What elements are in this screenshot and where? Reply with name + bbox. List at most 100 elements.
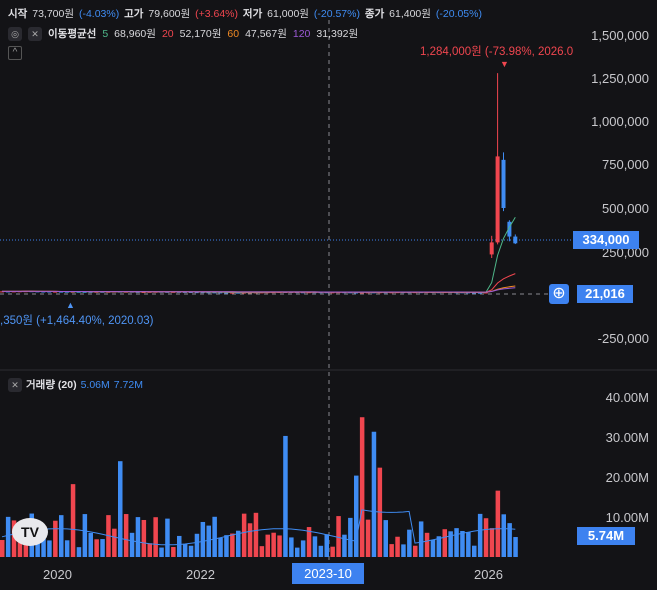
close-icon[interactable]: ✕ [8,377,22,392]
volume-bar [389,544,394,557]
volume-bar [306,527,312,557]
visibility-icon[interactable]: ◎ [8,26,22,41]
volume-bar [64,540,70,557]
svg-text:▲: ▲ [66,300,75,310]
volume-bar [171,547,176,557]
candle [236,292,240,294]
volume-bar [413,545,418,557]
volume-bar [265,534,270,557]
volume-bar [241,513,247,557]
volume-bar [395,536,400,557]
candle [495,156,500,243]
candle [477,292,482,294]
candle [82,291,87,293]
volume-bar [501,514,506,557]
candle [212,292,217,294]
volume-bar [318,545,324,557]
moving-average-lines [2,217,516,294]
volume-bar [489,528,495,557]
candle [182,291,187,293]
candle [489,242,494,255]
ma-line [2,287,516,293]
close-icon[interactable]: ✕ [28,26,42,41]
volume-bar [371,431,377,557]
volume-bar [424,532,430,557]
open-value: 73,700원 [32,8,75,20]
candle [354,292,358,294]
low-annotation: ,350원 (+1,464.40%, 2020.03) [0,315,154,327]
volume-bar [177,535,182,557]
volume-bar [129,532,135,557]
volume-bar [271,532,276,557]
low-label: 저가 [242,8,263,20]
candle [466,292,471,294]
ma120-period: 120 [292,27,311,40]
volume-bar [336,516,341,557]
candle [359,292,364,294]
open-pct: (-4.03%) [78,8,120,20]
candle [200,292,205,294]
candle [47,291,52,293]
volume-bar [153,517,158,557]
candle [501,159,506,208]
volume-title: 거래량 (20) [26,379,77,391]
volume-bar [17,540,23,557]
volume-bar [94,539,99,557]
low-value: 61,000원 [267,8,309,20]
candle [141,291,146,293]
volume-bar [41,538,46,557]
ma60-period: 60 [227,27,240,40]
candle [135,291,140,293]
volume-value-2: 7.72M [113,378,143,391]
volume-axis-label: 10.00M [605,510,649,525]
candle [88,291,93,293]
volume-bar [401,544,406,557]
volume-bar [324,534,329,557]
volume-bar [483,518,489,557]
candle [59,291,63,293]
candle [76,291,81,293]
add-alert-button[interactable]: ⊕ [549,284,569,304]
volume-bar [448,531,453,557]
ma5-period: 5 [102,27,109,40]
volume-bar [513,537,518,557]
price-axis-label: -250,000 [597,331,649,346]
volume-bar [430,539,436,557]
volume-tag: 5.74M [577,527,635,545]
volume-bar [342,534,347,557]
volume-bar [407,529,412,557]
x-axis-label: 2022 [186,567,215,582]
volume-bars [0,417,518,557]
open-label: 시작 [8,8,28,20]
candle [188,292,193,294]
volume-bar [118,461,123,557]
volume-bar [212,516,217,557]
collapse-legend-button[interactable]: ^ [8,46,22,60]
volume-axis-label: 20.00M [605,470,649,485]
price-axis-label: 750,000 [602,157,649,172]
candle [53,291,58,293]
ma20-period: 20 [161,27,174,40]
volume-bar [365,519,371,557]
ma20-value: 52,170원 [179,28,222,40]
candle [513,236,518,244]
volume-bar [159,547,164,557]
volume-bar [283,435,288,557]
volume-bar [230,533,235,557]
volume-bar [507,523,512,557]
high-value: 79,600원 [148,8,191,20]
volume-bar [442,529,447,557]
candle [206,292,211,294]
x-axis-label: 2026 [474,567,503,582]
volume-ma-line [1,509,516,546]
volume-bar [88,532,93,557]
price-axis-label: 1,250,000 [591,71,649,86]
candle [70,291,75,293]
candle [194,292,199,294]
volume-bar [165,518,170,557]
close-label: 종가 [364,8,385,20]
volume-bar [0,540,5,557]
candle [64,291,69,293]
candle [218,292,223,294]
